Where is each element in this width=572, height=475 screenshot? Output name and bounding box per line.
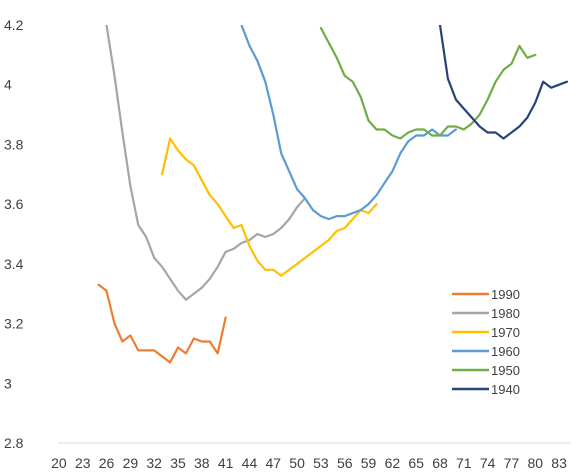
x-tick-label: 62	[385, 455, 401, 471]
series-line-1950	[319, 26, 537, 140]
legend-item-1950: 1950	[452, 363, 520, 378]
legend-item-1960: 1960	[452, 344, 520, 359]
series-line-1990	[97, 283, 227, 364]
x-tick-label: 38	[194, 455, 210, 471]
x-tick-label: 44	[242, 455, 258, 471]
y-tick-label: 3.8	[4, 136, 24, 152]
x-tick-label: 29	[123, 455, 139, 471]
legend-label: 1960	[491, 344, 520, 359]
x-tick-label: 20	[51, 455, 67, 471]
x-tick-label: 59	[361, 455, 377, 471]
y-tick-label: 4	[4, 77, 12, 93]
x-tick-label: 35	[170, 455, 186, 471]
x-tick-label: 80	[527, 455, 543, 471]
legend-item-1940: 1940	[452, 382, 520, 397]
x-tick-label: 23	[75, 455, 91, 471]
x-tick-label: 50	[289, 455, 305, 471]
x-tick-label: 74	[480, 455, 496, 471]
x-tick-label: 47	[265, 455, 281, 471]
x-axis-labels: 20 23 26 29 32 35 38 41 44 47 50 53 56 59 62 65 68 71 74 77…	[51, 455, 567, 471]
x-tick-label: 41	[218, 455, 234, 471]
y-tick-label: 3.6	[4, 196, 24, 212]
series-line-1980	[105, 25, 307, 301]
y-tick-label: 3.4	[4, 256, 24, 272]
x-tick-label: 53	[313, 455, 329, 471]
series-line-1940	[438, 25, 569, 140]
legend-label: 1970	[491, 325, 520, 340]
legend-label: 1950	[491, 363, 520, 378]
legend-item-1970: 1970	[452, 325, 520, 340]
series-line-1970	[161, 137, 378, 277]
y-tick-label: 2.8	[4, 435, 24, 451]
x-tick-label: 26	[99, 455, 115, 471]
x-tick-label: 56	[337, 455, 353, 471]
legend-item-1980: 1980	[452, 306, 520, 321]
x-tick-label: 71	[456, 455, 472, 471]
x-tick-label: 77	[504, 455, 520, 471]
series-line-1960	[240, 25, 457, 221]
x-tick-label: 32	[146, 455, 162, 471]
legend-label: 1980	[491, 306, 520, 321]
legend-label: 1940	[491, 382, 520, 397]
x-tick-label: 83	[551, 455, 567, 471]
plot-area	[97, 25, 569, 364]
x-tick-label: 65	[408, 455, 424, 471]
y-tick-label: 4.2	[4, 17, 24, 33]
y-tick-label: 3.2	[4, 316, 24, 332]
y-tick-label: 3	[4, 375, 12, 391]
y-axis-labels: 2.8 3 3.2 3.4 3.6 3.8 4 4.2	[4, 17, 24, 451]
legend-item-1990: 1990	[452, 287, 520, 302]
legend-label: 1990	[491, 287, 520, 302]
legend: 1990 1980 1970 1960 1950 1940	[452, 287, 520, 397]
x-tick-label: 68	[432, 455, 448, 471]
